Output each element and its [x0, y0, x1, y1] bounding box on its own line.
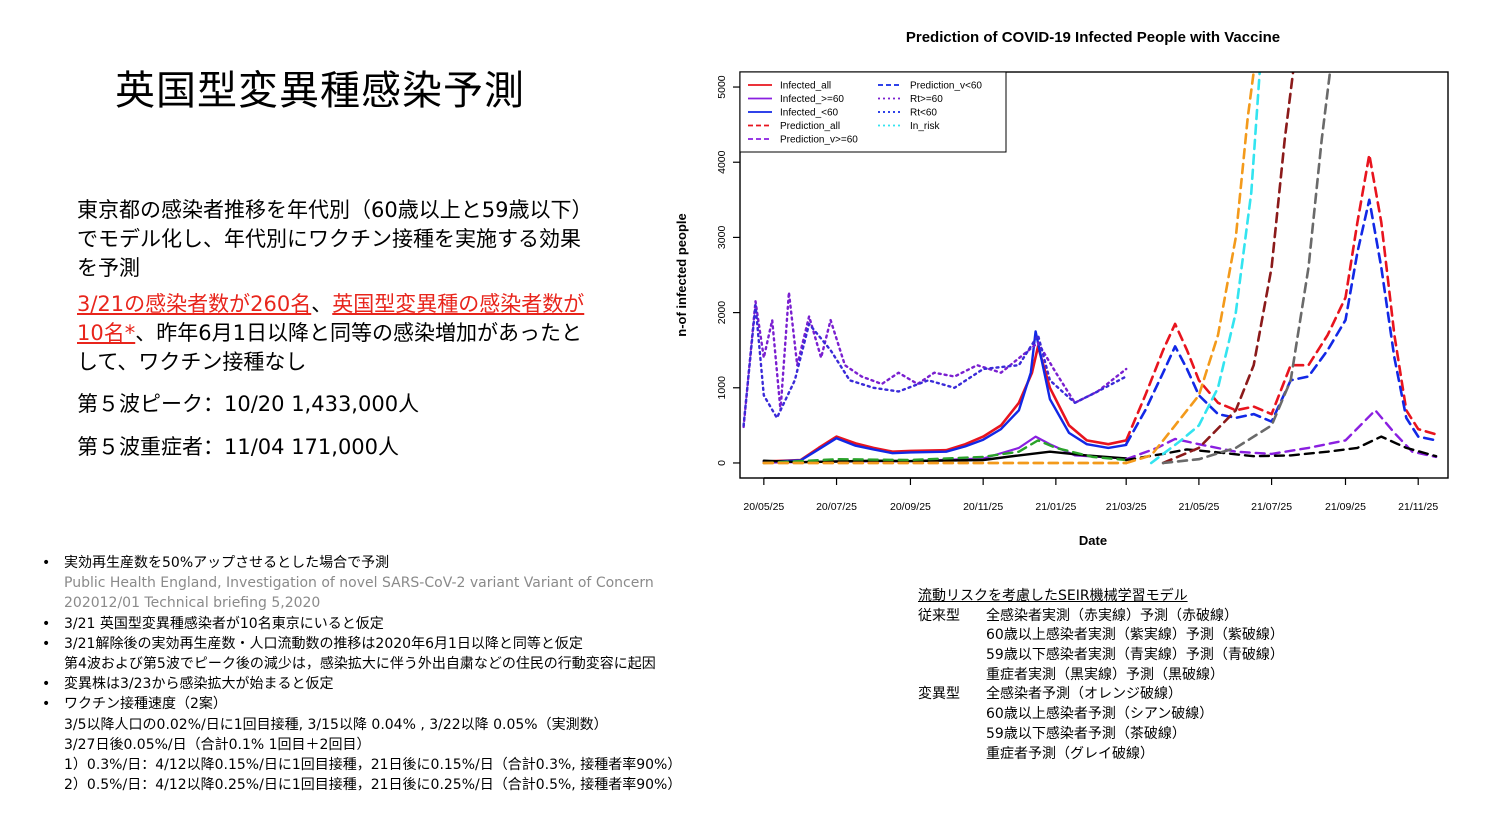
description-paragraph: 東京都の感染者推移を年代別（60歳以上と59歳以下）でモデル化し、年代別にワクチ…: [77, 198, 593, 280]
model-legend-row: 重症者実測（黒実線）予測（黒破線）: [918, 666, 1224, 686]
x-tick-label: 21/01/25: [1035, 501, 1076, 513]
series-pred_severe: [1125, 435, 1438, 462]
series-inf_all: [762, 345, 1128, 463]
model-desc: 59歳以下感染者予測（茶破線）: [986, 725, 1186, 742]
model-legend-heading: 流動リスクを考慮したSEIR機械学習モデル: [918, 588, 1188, 604]
model-legend-row: 59歳以下感染者予測（茶破線）: [918, 725, 1188, 745]
slide-title: 英国型変異種感染予測: [115, 68, 525, 114]
legend-label: Rt>=60: [910, 94, 943, 105]
legend-box: [739, 71, 1007, 153]
y-tick-label: 2000: [716, 301, 728, 325]
model-desc: 全感染者実測（赤実線）予測（赤破線）: [986, 607, 1238, 624]
x-tick-label: 20/07/25: [816, 501, 857, 513]
note-sub: 1）0.3%/日：4/12以降0.15%/日に1回目接種，21日後に0.15%/…: [64, 757, 682, 774]
series-rt_lt60: [742, 303, 1128, 427]
note-item: ワクチン接種速度（2案）: [42, 694, 882, 714]
legend-label: Infected_all: [780, 81, 831, 92]
note-item: 変異株は3/23から感染拡大が始まると仮定: [42, 674, 882, 694]
model-legend-row: 60歳以上感染者実測（紫実線）予測（紫破線）: [918, 626, 1284, 646]
series-inf_lt60: [762, 330, 1128, 463]
model-legend-row: 60歳以上感染者予測（シアン破線）: [918, 705, 1213, 725]
model-legend-row: 従来型 全感染者実測（赤実線）予測（赤破線）: [918, 607, 1238, 627]
x-tick-label: 21/11/25: [1398, 501, 1438, 513]
legend-label: Prediction_all: [780, 121, 840, 132]
model-type: 変異型: [918, 686, 960, 703]
y-tick-label: 5000: [716, 75, 728, 99]
series-pred_ge60: [1125, 409, 1438, 461]
legend-label: Infected_<60: [780, 108, 839, 119]
model-desc: 59歳以下感染者実測（青実線）予測（青破線）: [986, 647, 1284, 664]
note-sub: 第4波および第5波でピーク後の減少は，感染拡大に伴う外出自粛などの住民の行動変容…: [64, 656, 656, 673]
note-item: 3/21 英国型変異種感染者が10名東京にいると仮定: [42, 614, 882, 634]
y-axis-label: n-of infected people: [674, 213, 689, 337]
series-severe: [762, 450, 1128, 464]
chart-title: Prediction of COVID-19 Infected People w…: [906, 29, 1280, 46]
note-source: Public Health England, Investigation of …: [64, 575, 654, 592]
x-axis-label: Date: [1079, 533, 1107, 548]
plot-area: [742, 72, 1438, 465]
y-tick-label: 3000: [716, 226, 728, 250]
severe-5th-wave: 第５波重症者：11/04 171,000人: [77, 435, 400, 459]
notes-list: 実効再生産数を50%アップさせるとした場合で予測 Public Health E…: [42, 553, 882, 795]
x-tick-label: 21/07/25: [1251, 501, 1292, 513]
legend-label: In_risk: [910, 121, 940, 132]
note-sub: 3/27日後0.05%/日（合計0.1% 1回目＋2回目）: [64, 736, 371, 753]
assumption-paragraph: 3/21の感染者数が260名、英国型変異種の感染者数が10名*、昨年6月1日以降…: [77, 290, 597, 377]
x-tick-label: 20/05/25: [743, 501, 784, 513]
x-tick-label: 21/03/25: [1106, 501, 1147, 513]
series-var_severe: [1161, 72, 1332, 465]
note-item: 実効再生産数を50%アップさせるとした場合で予測: [42, 553, 882, 573]
series-var_ge60: [1149, 72, 1261, 465]
x-tick-label: 20/09/25: [890, 501, 931, 513]
note-item: 3/21解除後の実効再生産数・人口流動数の推移は2020年6月1日以降と同等と仮…: [42, 634, 882, 654]
note-sub: 2）0.5%/日：4/12以降0.25%/日に1回目接種，21日後に0.25%/…: [64, 777, 682, 794]
y-tick-label: 1000: [716, 376, 728, 400]
y-tick-label: 4000: [716, 150, 728, 174]
series-in_risk: [762, 439, 1128, 465]
model-legend-row: 重症者予測（グレイ破線）: [918, 745, 1188, 765]
model-desc: 重症者実測（黒実線）予測（黒破線）: [986, 666, 1224, 683]
legend-label: Prediction_v<60: [910, 81, 982, 92]
x-tick-label: 21/05/25: [1178, 501, 1219, 513]
legend-label: Infected_>=60: [780, 94, 844, 105]
assumption-rest: 、昨年6月1日以降と同等の感染増加があったとして、ワクチン接種なし: [77, 321, 582, 374]
legend-label: Rt<60: [910, 108, 937, 119]
model-desc: 60歳以上感染者実測（紫実線）予測（紫破線）: [986, 627, 1284, 644]
series-var_all: [1124, 72, 1255, 465]
series-pred_all: [1124, 153, 1438, 442]
note-source: 202012/01 Technical briefing 5,2020: [64, 595, 321, 612]
chart-legend: Infected_all Infected_>=60 Infected_<60 Pre…: [739, 71, 1007, 153]
red-note-1: 3/21の感染者数が260名: [77, 292, 312, 316]
note-sub: 3/5以降人口の0.02%/日に1回目接種, 3/15以降 0.04% , 3/…: [64, 716, 608, 733]
model-desc: 60歳以上感染者予測（シアン破線）: [986, 706, 1214, 723]
y-tick-label: 0: [716, 460, 728, 466]
covid-prediction-chart: Prediction of COVID-19 Infected People w…: [674, 29, 1449, 548]
series-pred_lt60: [1124, 198, 1438, 446]
separator: 、: [311, 292, 333, 316]
legend-label: Prediction_v>=60: [780, 135, 858, 146]
red-note-2: 英国型変異種の感染者数が10名*: [77, 292, 585, 345]
series-var_lt60: [1161, 72, 1295, 465]
x-tick-label: 21/09/25: [1325, 501, 1366, 513]
model-legend: 流動リスクを考慮したSEIR機械学習モデル 従来型 全感染者実測（赤実線）予測（赤…: [918, 587, 1284, 765]
axes: 20/05/25 20/07/25 20/09/25 20/11/25 21/01/25…: [716, 71, 1449, 513]
model-type: 従来型: [918, 607, 960, 624]
model-desc: 全感染者予測（オレンジ破線）: [986, 686, 1182, 703]
x-tick-label: 20/11/25: [963, 501, 1003, 513]
model-desc: 重症者予測（グレイ破線）: [986, 745, 1154, 762]
peak-5th-wave: 第５波ピーク：10/20 1,433,000人: [77, 392, 420, 416]
model-legend-row: 59歳以下感染者実測（青実線）予測（青破線）: [918, 646, 1284, 666]
model-legend-row: 変異型 全感染者予測（オレンジ破線）: [918, 685, 1188, 705]
